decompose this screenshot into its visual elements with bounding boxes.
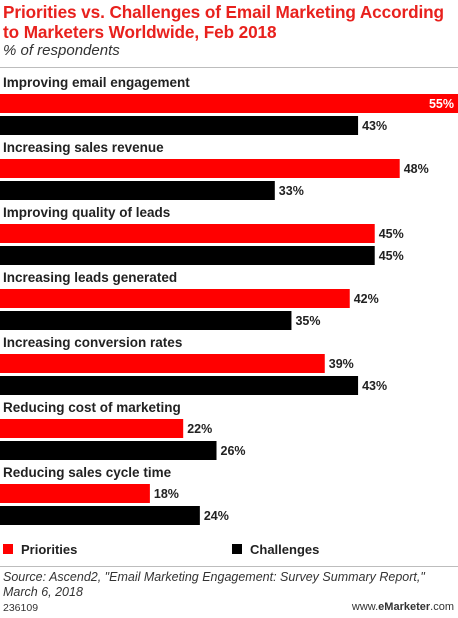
brand-prefix: www. <box>351 601 379 613</box>
chart-id: 236109 <box>3 602 39 614</box>
brand-suffix: .com <box>430 601 454 613</box>
bar-challenges <box>0 311 292 330</box>
top-divider <box>0 67 458 68</box>
bar-challenges <box>0 246 375 265</box>
category-label: Reducing sales cycle time <box>3 465 172 480</box>
chart-subtitle: % of respondents <box>3 42 120 59</box>
data-label-challenges: 35% <box>295 314 320 328</box>
legend-swatch-priorities <box>3 544 13 554</box>
bar-priorities <box>0 354 325 373</box>
legend-swatch-challenges <box>232 544 242 554</box>
data-label-challenges: 43% <box>362 379 387 393</box>
data-label-challenges: 26% <box>221 444 246 458</box>
legend-item-priorities: Priorities <box>3 541 77 557</box>
bar-challenges <box>0 441 217 460</box>
category-label: Improving quality of leads <box>3 205 170 220</box>
category-label: Improving email engagement <box>3 75 190 90</box>
category-label: Increasing sales revenue <box>3 140 164 155</box>
data-label-priorities: 48% <box>404 162 429 176</box>
data-label-challenges: 24% <box>204 509 229 523</box>
data-label-priorities: 18% <box>154 487 179 501</box>
bar-challenges <box>0 181 275 200</box>
legend-label-challenges: Challenges <box>250 541 320 557</box>
data-label-challenges: 33% <box>279 184 304 198</box>
bar-challenges <box>0 116 359 135</box>
data-label-priorities: 45% <box>379 227 404 241</box>
data-label-priorities: 42% <box>354 292 379 306</box>
bar-priorities <box>0 224 375 243</box>
data-label-challenges: 43% <box>362 119 387 133</box>
brand-link[interactable]: www.eMarketer.com <box>352 601 454 613</box>
bar-challenges <box>0 506 200 525</box>
legend-item-challenges: Challenges <box>232 541 319 557</box>
bar-priorities <box>0 484 150 503</box>
chart-title: Priorities vs. Challenges of Email Marke… <box>3 2 444 42</box>
data-label-challenges: 45% <box>379 249 404 263</box>
data-label-priorities: 22% <box>187 422 212 436</box>
category-label: Increasing conversion rates <box>3 335 182 350</box>
category-label: Reducing cost of marketing <box>3 400 181 415</box>
bottom-divider <box>0 566 458 567</box>
legend-label-priorities: Priorities <box>21 541 78 557</box>
data-label-priorities: 55% <box>429 97 454 111</box>
bar-priorities <box>0 159 400 178</box>
bar-chart: Improving email engagement 55% 43% Increasi… <box>0 75 458 525</box>
brand-name: eMarketer <box>378 601 431 613</box>
bar-priorities <box>0 289 350 308</box>
source-note: Source: Ascend2, "Email Marketing Engage… <box>3 570 425 599</box>
data-label-priorities: 39% <box>329 357 354 371</box>
category-label: Increasing leads generated <box>3 270 177 285</box>
bar-challenges <box>0 376 359 395</box>
bar-priorities <box>0 419 184 438</box>
bar-priorities <box>0 94 458 113</box>
